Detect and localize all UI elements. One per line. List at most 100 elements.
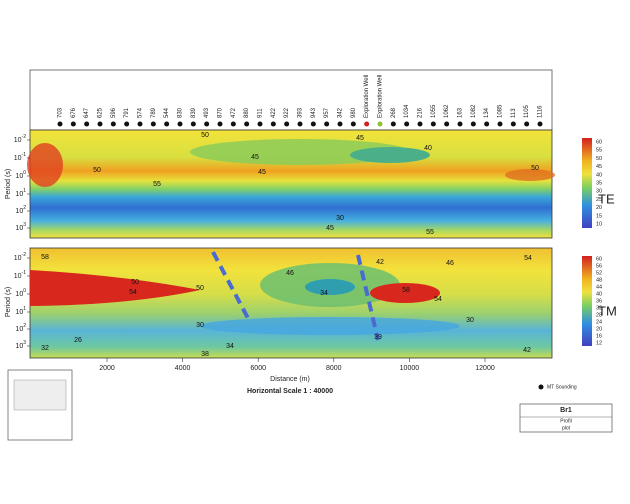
tick-base: 10	[14, 273, 22, 280]
colorbar-label: 16	[596, 333, 602, 339]
y-tick-label: 10-2	[14, 134, 26, 144]
tick-exp: 2	[23, 323, 26, 329]
tm-y-label: Period (s)	[5, 287, 12, 317]
station-dot	[70, 121, 76, 127]
colorbar-label: 25	[596, 197, 602, 203]
station-label: 789	[151, 107, 157, 118]
station-label: 839	[191, 107, 197, 118]
contour-label: 26	[74, 337, 82, 344]
station-dot	[297, 121, 303, 127]
y-tick-label: 100	[15, 288, 26, 298]
colorbar-label: 28	[596, 312, 602, 318]
station-label: 216	[418, 107, 424, 118]
tick-base: 10	[14, 255, 22, 262]
tm-mode: TM	[598, 303, 617, 318]
station-dot	[110, 121, 116, 127]
tick-exp: 1	[23, 188, 26, 194]
y-tick-label: 10-1	[14, 270, 26, 280]
station-dot	[137, 121, 143, 127]
station-label: 1034	[404, 104, 410, 118]
station-dot	[484, 121, 490, 127]
station-label: 880	[244, 107, 250, 118]
contour-label: 38	[201, 351, 209, 358]
station-dot	[390, 121, 396, 127]
colorbar-label: 40	[596, 172, 602, 178]
station-label: 1116	[538, 105, 544, 118]
tick-base: 10	[15, 208, 23, 215]
station-label: 1055	[431, 104, 437, 118]
tick-base: 10	[15, 326, 23, 333]
contour-label: 34	[320, 290, 328, 297]
colorbar-label: 45	[596, 164, 602, 170]
station-dot	[284, 121, 290, 127]
contour-label: 42	[376, 259, 384, 266]
contour-label: 54	[524, 255, 532, 262]
station-label: 1085	[498, 104, 504, 118]
tick-base: 10	[15, 291, 23, 298]
contour-label: 40	[424, 145, 432, 152]
y-tick-label: 101	[15, 188, 26, 198]
contour-label: 50	[131, 279, 139, 286]
thumbnail-content	[13, 379, 67, 411]
contour-label: 50	[93, 167, 101, 174]
station-dot	[150, 121, 156, 127]
te-y-label: Period (s)	[5, 169, 12, 199]
station-dot	[417, 121, 423, 127]
station-label: 596	[111, 107, 117, 118]
station-label: 1062	[444, 104, 450, 118]
te-colorbar	[582, 138, 592, 228]
colorbar-label: 30	[596, 189, 602, 195]
station-dot	[217, 121, 223, 127]
tick-exp: 0	[23, 170, 26, 176]
contour-label: 58	[402, 287, 410, 294]
contour-label: 50	[201, 132, 209, 139]
station-dot	[310, 121, 316, 127]
station-label: 268	[391, 107, 397, 118]
station-label: 163	[458, 107, 464, 118]
station-label: 342	[338, 107, 344, 118]
station-dot	[84, 121, 90, 127]
tick-exp: 0	[23, 288, 26, 294]
colorbar-label: 20	[596, 326, 602, 332]
colorbar-label: 52	[596, 270, 602, 276]
station-dot	[470, 121, 476, 127]
station-label: 703	[58, 107, 64, 118]
station-dot	[537, 121, 543, 127]
contour-label: 58	[41, 254, 49, 261]
tick-base: 10	[15, 191, 23, 198]
legend-label: MT Sounding	[547, 384, 577, 390]
tick-exp: -1	[22, 270, 27, 276]
contour-label: 39	[374, 334, 382, 341]
colorbar-label: 10	[596, 221, 602, 227]
station-dot	[177, 121, 183, 127]
colorbar-label: 56	[596, 263, 602, 269]
station-label: 922	[284, 107, 290, 118]
station-dot	[524, 121, 530, 127]
title-block-line: Profil	[560, 418, 571, 424]
contour-label: 32	[41, 345, 49, 352]
x-tick-label: 6000	[250, 365, 266, 372]
station-label: 943	[311, 107, 317, 118]
x-tick-label: 2000	[99, 365, 115, 372]
station-dot	[497, 121, 503, 127]
tick-base: 10	[14, 155, 22, 162]
y-tick-label: 101	[15, 306, 26, 316]
y-tick-label: 102	[15, 205, 26, 215]
station-dot	[337, 121, 343, 127]
tick-base: 10	[15, 225, 23, 232]
station-dot	[457, 121, 463, 127]
station-label: Exploration Well	[378, 75, 384, 118]
title-block	[519, 403, 613, 433]
station-dot	[270, 121, 276, 127]
station-label: 393	[298, 107, 304, 118]
station-dot	[364, 121, 370, 127]
station-dot	[204, 121, 210, 127]
station-dot	[230, 121, 236, 127]
station-dot	[124, 121, 130, 127]
tick-exp: 1	[23, 306, 26, 312]
tick-exp: -2	[22, 134, 27, 140]
station-dot	[97, 121, 103, 127]
scale-label: Horizontal Scale 1 : 40000	[247, 388, 333, 395]
contour-label: 45	[326, 225, 334, 232]
